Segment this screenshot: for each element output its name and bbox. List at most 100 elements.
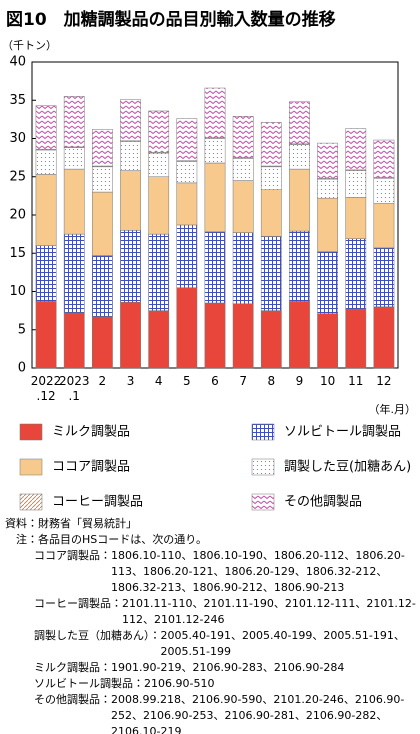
x-tick-label: 6	[211, 374, 219, 388]
legend-swatch	[19, 458, 43, 476]
y-tick-label: 20	[9, 208, 26, 223]
bar-segment	[260, 166, 282, 191]
bar-segment	[176, 287, 198, 369]
source: 財務省「貿易統計」	[38, 517, 137, 530]
note-item-codes: 2005.40-191、2005.40-199、2005.51-191、2005…	[160, 629, 405, 658]
y-tick-label: 40	[9, 55, 26, 70]
bar-segment	[35, 149, 57, 175]
legend-label: コーヒー調製品	[52, 495, 143, 510]
bar-segment	[289, 301, 310, 369]
x-tick-label: 12	[376, 374, 392, 388]
y-tick-label: 5	[18, 322, 26, 337]
bar-segment	[345, 197, 367, 239]
bar-segment	[260, 122, 282, 167]
bar-segment	[289, 230, 310, 302]
bar-segment	[91, 316, 113, 369]
legend-swatch	[19, 423, 43, 441]
y-tick-label: 0	[18, 361, 26, 376]
bar-segment	[373, 139, 395, 178]
bar-segment	[63, 147, 85, 170]
x-tick-label: 3	[126, 374, 135, 388]
note-item-label: ソルビトール調製品：	[34, 677, 144, 690]
chart-title: 図10 加糖調製品の品目別輸入数量の推移	[6, 9, 336, 30]
bar-segment	[91, 129, 113, 167]
bar-segment	[260, 189, 282, 237]
bar-segment	[204, 87, 226, 138]
x-tick-label: 11	[348, 374, 364, 388]
bar-segment	[345, 128, 367, 171]
bar-segment	[148, 310, 170, 369]
note-item-codes: 2008.99.218、2106.90-590、2101.20-246、2106…	[111, 693, 405, 734]
bar-segment	[35, 245, 57, 302]
bar-segment	[317, 251, 339, 314]
bar-segment	[35, 301, 57, 369]
note-label: 注：	[16, 533, 38, 546]
bar-segment	[232, 303, 254, 369]
x-tick-label: 4	[154, 374, 163, 388]
bar-segment	[345, 238, 367, 310]
bar-segment	[176, 161, 198, 184]
bar-segment	[232, 180, 254, 233]
bar-segment	[63, 233, 85, 314]
bar-segment	[176, 182, 198, 226]
bar-segment	[35, 105, 57, 150]
bar-segment	[120, 141, 141, 171]
bar-segment	[260, 236, 282, 311]
y-axis-label: （千トン）	[2, 39, 57, 52]
x-tick-label: 2	[98, 374, 107, 388]
x-tick-label: 2022 .12	[30, 374, 62, 403]
bar-segment	[317, 197, 339, 252]
note-item: ソルビトール調製品： 2106.90-510	[4, 676, 416, 692]
y-tick-label: 25	[9, 169, 26, 184]
bar-segment	[289, 168, 310, 232]
bar-segment	[204, 162, 226, 233]
source-row: 資料： 財務省「貿易統計」	[4, 516, 416, 532]
note-items: ココア調製品： 1806.10-110、1806.10-190、1806.20-1…	[4, 548, 416, 734]
y-tick-label: 10	[9, 284, 26, 299]
bar-segment	[204, 302, 226, 369]
x-tick-label: 5	[183, 374, 191, 388]
bar-segment	[35, 174, 57, 246]
x-tick-label: 7	[239, 374, 247, 388]
bar-segment	[345, 170, 367, 198]
note-item: コーヒー調製品： 2101.11-110、2101.11-190、2101.12-…	[4, 596, 416, 628]
x-axis-label: （年.月）	[369, 402, 417, 416]
note-item: ココア調製品： 1806.10-110、1806.10-190、1806.20-1…	[4, 548, 416, 596]
chart: 図10 加糖調製品の品目別輸入数量の推移 （千トン） （年.月） 0 5 10 15 2…	[2, 9, 417, 511]
x-tick-label: 8	[267, 374, 276, 388]
note-item-codes: 2106.90-510	[144, 677, 215, 690]
y-tick-label: 35	[9, 93, 26, 108]
legend-swatch	[19, 493, 43, 511]
bar-segment	[317, 313, 339, 369]
bar-segment	[232, 158, 254, 181]
legend-label: その他調製品	[284, 495, 362, 510]
bar-segment	[232, 232, 254, 304]
legend-label: ココア調製品	[52, 460, 130, 475]
bar-segment	[91, 166, 113, 193]
bar-segment	[289, 101, 310, 145]
note-item-label: その他調製品：	[34, 693, 111, 706]
bar-segment	[148, 176, 170, 235]
bar-segment	[373, 178, 395, 204]
bar-segment	[91, 191, 113, 256]
bar-segment	[260, 310, 282, 369]
bar-segment	[63, 168, 85, 235]
bar-segment	[176, 118, 198, 161]
x-tick-label: 10	[319, 374, 336, 388]
legend-swatch	[251, 493, 275, 511]
bar-segment	[345, 308, 367, 369]
legend-swatch	[251, 423, 275, 441]
bar-segment	[373, 247, 395, 308]
y-tick-label: 30	[9, 131, 26, 146]
bar-segment	[289, 144, 310, 170]
bar-segment	[120, 230, 141, 303]
note-item-codes: 1806.10-110、1806.10-190、1806.20-112、1806…	[111, 549, 405, 594]
note-item-label: コーヒー調製品：	[34, 597, 122, 610]
bar-segment	[120, 301, 141, 369]
notes: 資料： 財務省「貿易統計」 注： 各品目のHSコードは、次の通り。 ココア調製品： 1…	[4, 516, 416, 734]
bar-segment	[63, 312, 85, 369]
source-label: 資料：	[5, 517, 38, 530]
note-item-label: ミルク調製品：	[34, 661, 111, 674]
note-item-label: 調製した豆（加糖あん）：	[34, 629, 161, 642]
